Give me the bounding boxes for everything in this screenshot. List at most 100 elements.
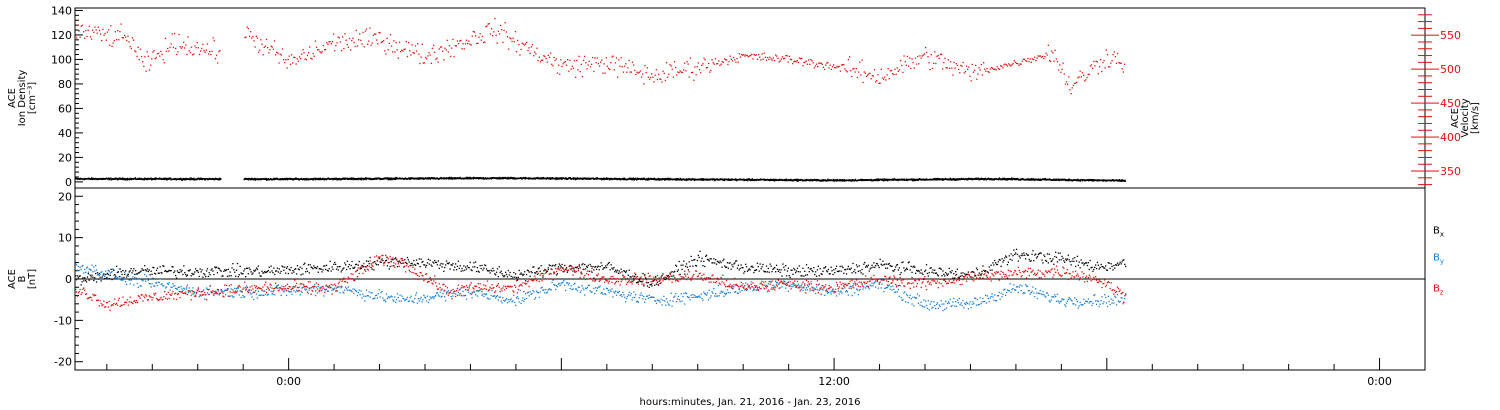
density-point (448, 176, 450, 179)
velocity-point (615, 57, 618, 59)
b-point (273, 290, 275, 292)
b-point (290, 291, 292, 293)
b-point (729, 262, 731, 264)
velocity-point (800, 58, 802, 60)
b-point (373, 269, 375, 271)
b-point (756, 262, 759, 264)
density-point (669, 178, 671, 181)
b-point (115, 276, 117, 278)
b-point (156, 284, 159, 287)
b-point (107, 273, 109, 276)
density-point (952, 178, 955, 180)
velocity-point (193, 53, 195, 55)
velocity-point (112, 42, 114, 44)
b-point (507, 269, 509, 272)
density-point (395, 176, 397, 179)
velocity-point (612, 55, 614, 57)
velocity-point (686, 61, 688, 63)
density-point (525, 176, 527, 179)
velocity-point (896, 67, 898, 69)
b-point (800, 275, 802, 277)
b-point (856, 266, 859, 268)
b-point (187, 270, 189, 272)
b-point (185, 273, 187, 276)
density-point (851, 180, 853, 182)
velocity-point (861, 59, 863, 61)
velocity-point (496, 42, 498, 44)
b-point (195, 292, 198, 295)
b-point (652, 280, 654, 282)
velocity-point (356, 45, 359, 47)
b-point (598, 269, 600, 271)
b-point (970, 276, 972, 278)
velocity-point (968, 66, 970, 68)
density-point (647, 178, 649, 181)
density-point (614, 177, 616, 179)
b-point (1013, 249, 1015, 251)
velocity-point (417, 43, 419, 45)
velocity-point (575, 76, 577, 78)
velocity-point (545, 57, 547, 60)
density-point (1039, 178, 1041, 180)
b-point (182, 273, 184, 276)
b-point (294, 268, 296, 271)
velocity-point (1054, 49, 1056, 51)
b-point (920, 269, 922, 271)
density-point (773, 180, 776, 182)
density-point (839, 178, 841, 181)
b-point (238, 274, 240, 276)
density-point (843, 180, 845, 182)
b-point (367, 260, 369, 263)
b-point (125, 283, 128, 285)
density-point (482, 177, 484, 179)
density-point (554, 177, 557, 179)
density-point (809, 180, 812, 182)
b-point (491, 270, 493, 272)
velocity-point (562, 63, 564, 65)
b-point (90, 276, 92, 278)
density-point (501, 177, 503, 180)
velocity-point (420, 56, 422, 58)
b-point (1034, 254, 1036, 256)
b-point (408, 261, 410, 263)
density-point (121, 178, 123, 181)
b-point (503, 276, 505, 278)
velocity-point (751, 53, 753, 55)
b-point (316, 266, 319, 268)
velocity-point (581, 75, 584, 78)
velocity-point (1071, 87, 1073, 89)
velocity-point (1117, 52, 1119, 55)
velocity-point (728, 61, 730, 63)
b-point (145, 275, 148, 277)
b-point (585, 265, 588, 268)
density-point (905, 179, 907, 181)
velocity-point (92, 29, 94, 31)
velocity-point (911, 58, 913, 60)
density-point (448, 178, 450, 180)
b-point (547, 268, 549, 270)
velocity-point (151, 58, 153, 60)
velocity-point (473, 31, 476, 33)
b-point (1043, 254, 1045, 256)
velocity-point (867, 74, 869, 76)
velocity-point (256, 37, 259, 39)
b-point (1077, 264, 1079, 266)
velocity-point (930, 54, 932, 56)
density-point (569, 177, 571, 179)
b-point (875, 262, 878, 265)
b-point (1020, 255, 1022, 257)
b-point (411, 262, 413, 264)
velocity-point (130, 47, 132, 50)
b-point (593, 269, 595, 271)
velocity-point (510, 38, 512, 40)
velocity-point (722, 61, 724, 63)
velocity-point (1098, 66, 1101, 68)
b-point (319, 268, 321, 270)
velocity-point (1011, 64, 1013, 66)
b-point (1098, 268, 1100, 270)
velocity-point (663, 72, 665, 74)
density-point (130, 177, 132, 180)
b-point (473, 262, 475, 264)
velocity-point (156, 53, 159, 55)
b-point (105, 273, 107, 276)
